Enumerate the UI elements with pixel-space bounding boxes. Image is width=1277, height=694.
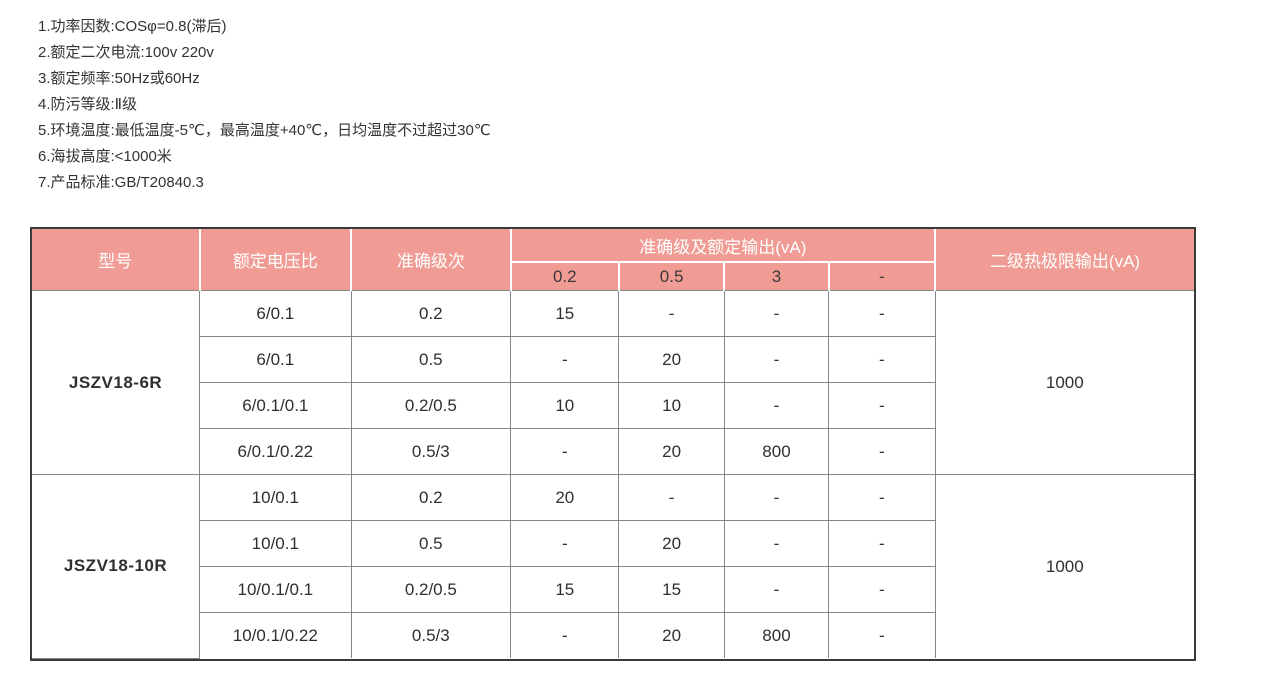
spec-line: 4.防污等级:Ⅱ级 bbox=[38, 96, 138, 113]
accuracy-cell: 0.2 bbox=[350, 290, 512, 337]
spec-table: 型号 额定电压比 准确级次 准确级及额定输出(vA) 二级热极限输出(vA) 0… bbox=[32, 229, 1194, 659]
output-cell: - bbox=[510, 520, 620, 567]
col-header-accuracy-class: 准确级次 bbox=[351, 229, 512, 291]
output-cell: 20 bbox=[618, 428, 725, 475]
output-cell: - bbox=[828, 290, 936, 337]
output-cell: - bbox=[510, 428, 620, 475]
thermal-limit-cell: 1000 bbox=[934, 290, 1194, 475]
accuracy-cell: 0.5 bbox=[350, 336, 512, 383]
output-cell: - bbox=[828, 474, 936, 521]
col-header-accuracy-output: 准确级及额定输出(vA) bbox=[510, 229, 937, 262]
ratio-cell: 6/0.1/0.1 bbox=[199, 382, 352, 429]
accuracy-cell: 0.5/3 bbox=[350, 612, 512, 658]
spec-line: 6.海拔高度:<1000米 bbox=[38, 148, 172, 165]
output-cell: 15 bbox=[618, 566, 725, 613]
accuracy-cell: 0.2/0.5 bbox=[350, 566, 512, 613]
output-cell: - bbox=[723, 474, 830, 521]
subcol-header-0-5: 0.5 bbox=[618, 261, 726, 291]
ratio-cell: 6/0.1 bbox=[199, 336, 352, 383]
table-row: 10/0.1 0.5 - 20 - - bbox=[32, 520, 1194, 567]
output-cell: - bbox=[723, 290, 830, 337]
spec-line: 1.功率因数:COSφ=0.8(滞后) bbox=[38, 18, 227, 35]
accuracy-cell: 0.2/0.5 bbox=[350, 382, 512, 429]
table-row: JSZV18-6R 6/0.1 0.2 15 - - - 1000 bbox=[32, 290, 1194, 475]
ratio-cell: 10/0.1/0.22 bbox=[199, 612, 352, 658]
thermal-limit-cell: 1000 bbox=[934, 474, 1194, 658]
output-cell: 15 bbox=[510, 290, 620, 337]
output-cell: 20 bbox=[510, 474, 620, 521]
subcol-header-0-2: 0.2 bbox=[510, 261, 620, 291]
model-cell: JSZV18-10R bbox=[32, 474, 201, 659]
subcol-header-dash: - bbox=[828, 261, 937, 291]
output-cell: 20 bbox=[618, 612, 725, 658]
output-cell: 10 bbox=[510, 382, 620, 429]
table-row: 10/0.1/0.22 0.5/3 - 20 800 - bbox=[32, 612, 1194, 658]
model-cell: JSZV18-6R bbox=[32, 290, 201, 475]
output-cell: - bbox=[828, 428, 936, 475]
spec-line: 5.环境温度:最低温度-5℃，最高温度+40℃，日均温度不过超过30℃ bbox=[38, 122, 491, 139]
output-cell: 15 bbox=[510, 566, 620, 613]
output-cell: 20 bbox=[618, 520, 725, 567]
ratio-cell: 10/0.1/0.1 bbox=[199, 566, 352, 613]
accuracy-cell: 0.5 bbox=[350, 520, 512, 567]
spec-line: 7.产品标准:GB/T20840.3 bbox=[38, 174, 204, 191]
col-header-model: 型号 bbox=[32, 229, 201, 291]
table-row: JSZV18-10R 10/0.1 0.2 20 - - - 1000 bbox=[32, 474, 1194, 659]
col-header-thermal-limit: 二级热极限输出(vA) bbox=[935, 229, 1194, 291]
output-cell: - bbox=[723, 520, 830, 567]
table-row: 6/0.1 0.5 - 20 - - bbox=[32, 336, 1194, 383]
output-cell: - bbox=[618, 290, 725, 337]
spec-line: 3.额定频率:50Hz或60Hz bbox=[38, 70, 200, 87]
output-cell: - bbox=[723, 336, 830, 383]
output-cell: - bbox=[723, 382, 830, 429]
output-cell: 10 bbox=[618, 382, 725, 429]
output-cell: 20 bbox=[618, 336, 725, 383]
output-cell: 800 bbox=[723, 428, 830, 475]
output-cell: - bbox=[828, 336, 936, 383]
output-cell: - bbox=[828, 612, 936, 658]
ratio-cell: 6/0.1 bbox=[199, 290, 352, 337]
ratio-cell: 10/0.1 bbox=[199, 474, 352, 521]
output-cell: - bbox=[618, 474, 725, 521]
accuracy-cell: 0.5/3 bbox=[350, 428, 512, 475]
output-cell: - bbox=[828, 382, 936, 429]
output-cell: - bbox=[510, 612, 620, 658]
output-cell: 800 bbox=[723, 612, 830, 658]
output-cell: - bbox=[723, 566, 830, 613]
ratio-cell: 10/0.1 bbox=[199, 520, 352, 567]
col-header-voltage-ratio: 额定电压比 bbox=[199, 229, 353, 291]
subcol-header-3: 3 bbox=[724, 261, 830, 291]
spec-line: 2.额定二次电流:100v 220v bbox=[38, 44, 214, 61]
table-row: 10/0.1/0.1 0.2/0.5 15 15 - - bbox=[32, 566, 1194, 613]
spec-table-wrap: 型号 额定电压比 准确级次 准确级及额定输出(vA) 二级热极限输出(vA) 0… bbox=[30, 227, 1196, 661]
spec-list: 1.功率因数:COSφ=0.8(滞后) 2.额定二次电流:100v 220v 3… bbox=[0, 0, 1277, 196]
accuracy-cell: 0.2 bbox=[350, 474, 512, 521]
output-cell: - bbox=[510, 336, 620, 383]
output-cell: - bbox=[828, 520, 936, 567]
ratio-cell: 6/0.1/0.22 bbox=[199, 428, 352, 475]
output-cell: - bbox=[828, 566, 936, 613]
